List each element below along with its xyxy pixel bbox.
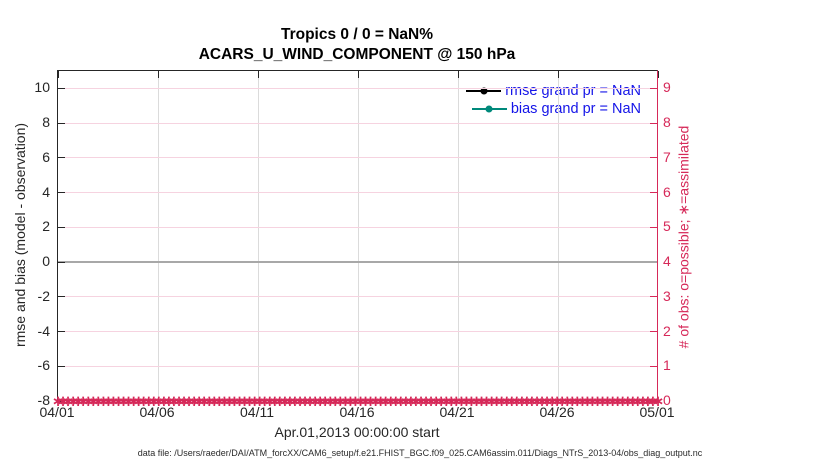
h-gridline xyxy=(58,296,657,298)
h-gridline xyxy=(58,226,657,228)
y-right-tick-label: 1 xyxy=(663,357,671,374)
left-tick xyxy=(58,226,65,228)
legend-label-rmse: rmse grand pr = NaN xyxy=(505,83,641,99)
y-left-tick-label: 2 xyxy=(42,218,50,235)
plot-area[interactable]: rmse grand pr = NaN bias grand pr = NaN … xyxy=(52,70,664,409)
bias-marker-dot xyxy=(485,105,493,113)
left-tick xyxy=(58,296,65,298)
y-left-tick-label: 6 xyxy=(42,148,50,165)
y-left-tick-label: -8 xyxy=(37,392,50,408)
top-tick xyxy=(457,71,459,78)
zero-line xyxy=(58,260,657,264)
y-left-tick-label: 0 xyxy=(42,253,50,270)
y-left-tick-label: -6 xyxy=(37,357,50,374)
top-tick xyxy=(57,71,59,78)
right-tick xyxy=(650,296,657,298)
y-right-tick-label: 0 xyxy=(663,392,671,408)
v-gridline xyxy=(157,71,159,400)
right-tick xyxy=(650,400,657,402)
rmse-line-sample xyxy=(466,87,502,95)
right-tick xyxy=(650,87,657,89)
h-gridline xyxy=(58,192,657,194)
y-left-tick-label: 8 xyxy=(42,114,50,131)
left-tick xyxy=(58,331,65,333)
x-axis-label: Apr.01,2013 00:00:00 start xyxy=(274,424,440,440)
left-tick xyxy=(58,122,65,124)
right-tick xyxy=(650,365,657,367)
data-file-path: data file: /Users/raeder/DAI/ATM_forcXX/… xyxy=(137,448,703,458)
x-tick-label: 04/11 xyxy=(240,404,274,420)
right-tick xyxy=(650,331,657,333)
x-tick-label: 04/01 xyxy=(39,404,75,420)
y-right-tick-label: 2 xyxy=(663,322,671,339)
x-tick-label: 04/26 xyxy=(539,404,575,420)
y-right-tick-label: 8 xyxy=(663,114,671,131)
h-gridline xyxy=(58,331,657,333)
right-tick xyxy=(650,122,657,124)
v-gridline xyxy=(557,71,559,400)
v-gridline xyxy=(257,71,259,400)
right-tick xyxy=(650,157,657,159)
left-tick xyxy=(58,261,65,263)
legend-item-bias[interactable]: bias grand pr = NaN xyxy=(466,100,641,118)
plot-title-line1: Tropics 0 / 0 = NaN% xyxy=(280,26,434,43)
top-tick xyxy=(657,71,659,78)
x-tick-label: 05/01 xyxy=(639,404,675,420)
left-tick xyxy=(58,157,65,159)
bias-line-sample xyxy=(471,105,507,113)
x-tick-label: 04/16 xyxy=(339,404,375,420)
plot-title-line2: ACARS_U_WIND_COMPONENT @ 150 hPa xyxy=(198,46,516,63)
y-right-tick-label: 4 xyxy=(663,253,671,270)
rmse-marker-dot xyxy=(480,87,488,95)
left-tick xyxy=(58,87,65,89)
y-left-tick-label: 10 xyxy=(34,79,50,96)
h-gridline xyxy=(58,87,657,89)
h-gridline xyxy=(58,365,657,367)
y-right-tick-label: 3 xyxy=(663,287,671,304)
v-gridline xyxy=(457,71,459,400)
right-tick xyxy=(650,192,657,194)
x-tick-label: 04/06 xyxy=(139,404,175,420)
top-tick xyxy=(157,71,159,78)
x-tick-label: 04/21 xyxy=(439,404,475,420)
legend: rmse grand pr = NaN bias grand pr = NaN xyxy=(466,82,641,118)
left-tick xyxy=(58,365,65,367)
legend-label-bias: bias grand pr = NaN xyxy=(510,101,641,117)
y-right-tick-label: 5 xyxy=(663,218,671,235)
y-left-tick-label: -4 xyxy=(37,322,50,339)
right-tick xyxy=(650,226,657,228)
left-tick xyxy=(58,192,65,194)
top-tick xyxy=(257,71,259,78)
y-right-tick-label: 9 xyxy=(663,79,671,96)
h-gridline xyxy=(58,122,657,124)
top-tick xyxy=(557,71,559,78)
v-gridline xyxy=(357,71,359,400)
h-gridline xyxy=(58,157,657,159)
top-tick xyxy=(357,71,359,78)
legend-item-rmse[interactable]: rmse grand pr = NaN xyxy=(466,82,641,100)
y-left-tick-label: 4 xyxy=(42,183,50,200)
y-right-tick-label: 7 xyxy=(663,148,671,165)
left-tick xyxy=(58,400,65,402)
y-right-tick-label: 6 xyxy=(663,183,671,200)
y-left-tick-label: -2 xyxy=(37,287,50,304)
